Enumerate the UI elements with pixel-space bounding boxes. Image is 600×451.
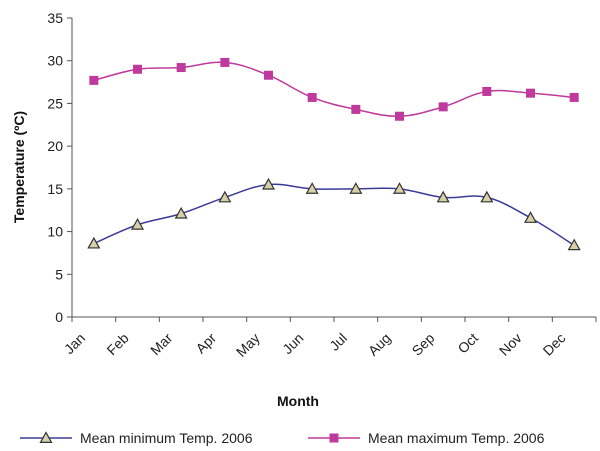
data-point-1 [480,190,494,203]
data-point-1 [218,190,232,203]
y-tick-label: 25 [47,95,63,111]
y-tick-label: 0 [55,309,63,325]
data-point-2 [89,75,99,85]
y-tick-label: 10 [47,224,63,240]
data-point-2 [569,92,579,102]
data-point-1 [174,206,188,219]
x-tick-label: Aug [365,330,394,359]
legend-marker-2 [329,433,339,443]
data-point-2 [438,102,448,112]
x-tick-label: Oct [454,330,481,357]
data-point-2 [133,64,142,74]
y-tick-label: 20 [47,138,63,154]
data-point-1 [261,177,276,190]
legend-label-2: Mean maximum Temp. 2006 [368,430,545,446]
data-point-2 [220,57,230,67]
data-point-2 [395,111,404,121]
data-point-2 [264,70,273,80]
data-point-1 [305,182,319,194]
x-tick-label: Jul [326,330,350,354]
data-point-1 [130,218,145,230]
y-tick-label: 5 [55,266,63,282]
data-point-1 [392,182,407,194]
data-point-1 [349,182,363,194]
x-axis: Jan Feb Mar Apr May Jun Jul Aug Sep Oct Nov Dec [61,316,597,360]
x-tick-label: Dec [540,330,569,359]
legend: Mean minimum Temp. 2006 Mean maximum Temp… [20,430,545,446]
x-tick-label: Mar [147,330,176,359]
y-tick-label: 35 [47,10,63,26]
data-point-2 [526,88,535,98]
series-layer [87,57,581,251]
x-tick-label: Jun [279,330,306,357]
x-tick-label: Sep [409,330,438,359]
series-line-1 [93,183,575,246]
data-point-1 [523,211,538,223]
x-axis-title: Month [277,393,319,409]
legend-marker-1 [39,431,53,443]
data-point-2 [176,63,186,73]
data-point-2 [482,86,492,96]
x-tick-label: Nov [496,330,525,359]
data-point-2 [307,92,317,102]
x-tick-label: May [233,330,263,360]
x-tick-label: Jan [61,330,88,357]
x-tick-label: Apr [192,330,219,357]
y-axis-title: Temperature (ºC) [11,111,27,223]
legend-label-1: Mean minimum Temp. 2006 [80,430,253,446]
y-tick-label: 15 [47,181,63,197]
data-point-1 [87,236,101,249]
x-tick-label: Feb [103,330,132,359]
data-point-1 [436,190,450,203]
y-tick-label: 30 [47,53,63,69]
data-point-2 [351,104,361,114]
y-axis: 0 5 10 15 20 25 30 35 [47,10,73,325]
data-point-1 [567,238,581,251]
series-line-2 [93,61,575,117]
